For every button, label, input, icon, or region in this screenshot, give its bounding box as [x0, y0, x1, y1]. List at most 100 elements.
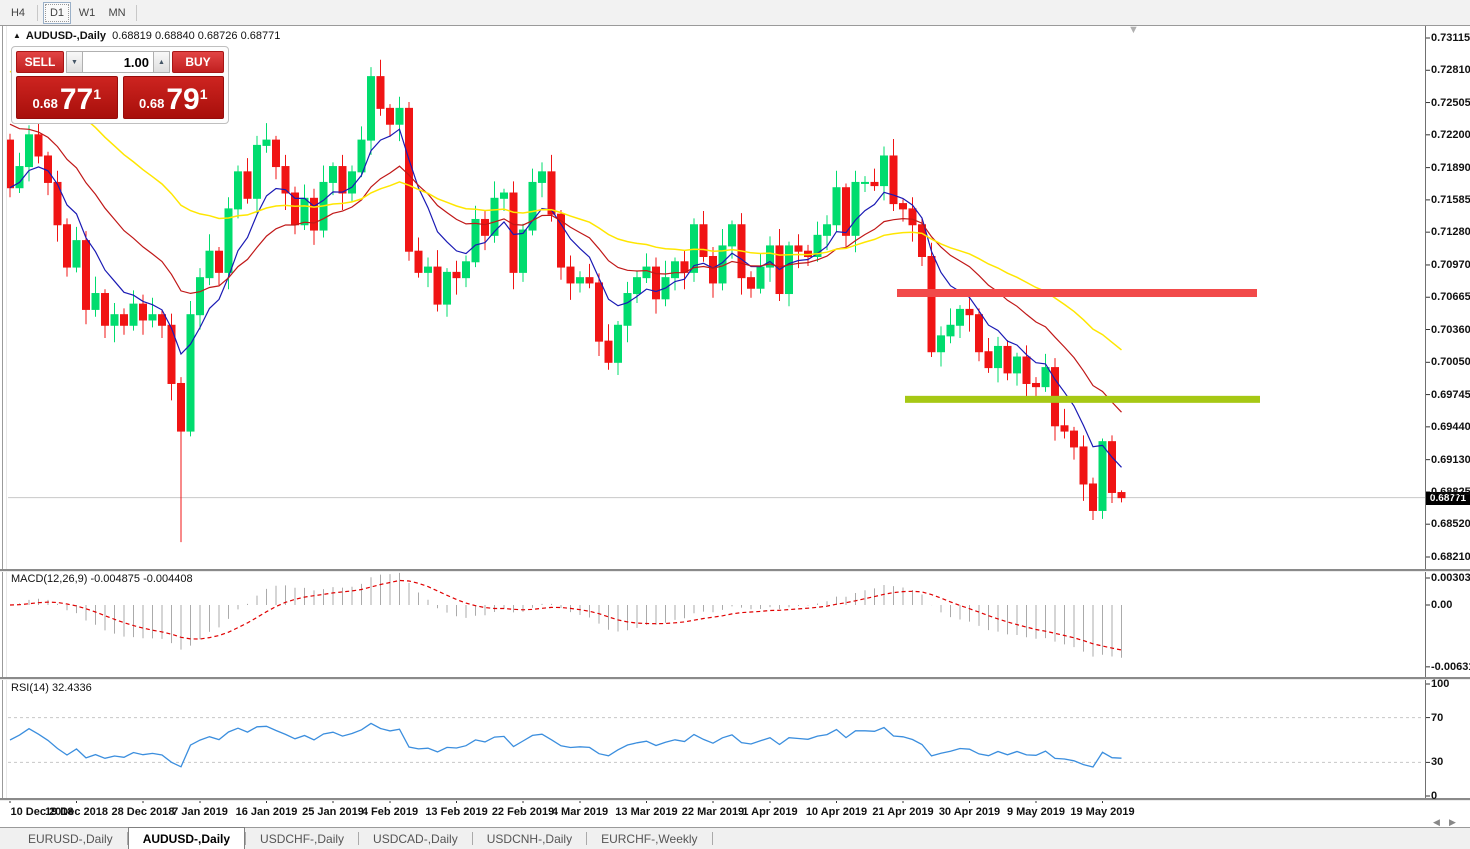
candle-body	[642, 266, 651, 279]
date-axis-splitter	[0, 798, 1470, 801]
candle-body	[386, 107, 394, 125]
window-left-border	[2, 26, 7, 798]
candle-body	[15, 166, 24, 189]
volume-increase-button[interactable]: ▲	[153, 51, 170, 73]
candle-body	[975, 314, 983, 353]
price-axis-label: 0.72810	[1431, 64, 1470, 77]
chart-tab-eurchf[interactable]: EURCHF-,Weekly	[601, 831, 698, 846]
macd-panel-splitter[interactable]	[0, 569, 1470, 572]
candle-body	[224, 208, 233, 273]
scroll-to-end-marker-icon: ▼	[1128, 24, 1139, 36]
chart-tab-usdcad[interactable]: USDCAD-,Daily	[373, 831, 458, 846]
candle-body	[72, 240, 81, 268]
scroll-left-arrow[interactable]: ◀	[1433, 817, 1440, 827]
candle-body	[528, 181, 537, 231]
candle-body	[794, 245, 803, 252]
price-axis-label: 0.68210	[1431, 550, 1470, 563]
candle-body	[272, 139, 280, 168]
price-axis-label: 0.71280	[1431, 226, 1470, 239]
macd-indicator-label: MACD(12,26,9) -0.004875 -0.004408	[11, 573, 193, 585]
candle-body	[880, 155, 888, 187]
candle-body	[614, 324, 622, 363]
candle-body	[956, 308, 964, 326]
candle-body	[595, 282, 603, 342]
macd-axis-label: 0.00	[1431, 599, 1453, 611]
date-axis-label: 30 Apr 2019	[938, 806, 1001, 818]
price-axis-label: 0.70665	[1431, 291, 1470, 304]
candle-body	[367, 76, 375, 141]
date-axis-label: 4 Feb 2019	[361, 806, 419, 818]
price-axis-label: 0.72505	[1431, 96, 1470, 109]
buy-price-box[interactable]: 0.68 79 1	[122, 76, 224, 119]
candle-body	[1098, 441, 1107, 511]
date-axis-label: 7 Jan 2019	[172, 806, 228, 818]
candle-body	[747, 277, 755, 289]
candle-body	[405, 107, 413, 252]
price-axis-label: 0.68825	[1431, 485, 1470, 498]
candle-body	[604, 340, 613, 363]
candle-body	[927, 255, 936, 353]
chart-window	[0, 25, 1470, 828]
price-axis-label: 0.69440	[1431, 420, 1470, 433]
sell-price-pipette: 1	[93, 86, 101, 102]
ohlc-readout: 0.68819 0.68840 0.68726 0.68771	[112, 30, 281, 42]
volume-input[interactable]	[83, 51, 153, 73]
candle-body	[25, 134, 33, 168]
macd-signal-line	[9, 579, 1122, 651]
candle-body	[357, 139, 366, 173]
timeframe-button-h4[interactable]: H4	[10, 6, 26, 19]
date-axis-label: 16 Jan 2019	[235, 806, 298, 818]
toolbar-separator	[136, 4, 137, 21]
candle-body	[509, 192, 518, 273]
candle-body	[338, 166, 347, 194]
candle-body	[766, 245, 774, 268]
candle-body	[538, 171, 546, 183]
timeframe-button-d1[interactable]: D1	[43, 1, 71, 24]
candle-body	[443, 271, 451, 305]
candle-body	[186, 314, 195, 432]
candle-body	[547, 171, 556, 215]
candle-body	[1013, 356, 1021, 374]
price-axis-label: 0.73115	[1431, 32, 1470, 44]
candle-body	[196, 277, 204, 316]
sell-button[interactable]: SELL	[16, 51, 64, 73]
candle-body	[709, 255, 717, 284]
candle-body	[1079, 446, 1088, 485]
resistance-line[interactable]	[897, 289, 1257, 298]
toolbar-separator	[37, 4, 38, 21]
candle-body	[832, 187, 841, 226]
chart-tab-usdchf[interactable]: USDCHF-,Daily	[260, 831, 345, 846]
candle-body	[1108, 441, 1116, 493]
candle-body	[82, 240, 90, 310]
candle-body	[728, 224, 736, 247]
scroll-right-arrow[interactable]: ▶	[1449, 817, 1456, 827]
support-line[interactable]	[905, 395, 1260, 403]
buy-price-big: 79	[166, 83, 200, 116]
date-axis-label: 28 Dec 2018	[111, 806, 175, 818]
candles-layer	[6, 59, 1126, 543]
candle-body	[300, 197, 309, 226]
price-axis-border	[1425, 26, 1426, 798]
candle-body	[889, 155, 898, 205]
timeframe-button-w1[interactable]: W1	[78, 6, 96, 19]
chart-tab-usdcnh[interactable]: USDCNH-,Daily	[486, 831, 573, 846]
timeframe-button-mn[interactable]: MN	[108, 6, 126, 19]
chart-tab-eurusd[interactable]: EURUSD-,Daily	[28, 831, 113, 846]
candle-body	[519, 229, 527, 273]
candle-body	[946, 324, 955, 337]
candle-body	[576, 277, 584, 284]
sell-price-box[interactable]: 0.68 77 1	[16, 76, 118, 119]
candle-body	[623, 293, 632, 326]
candle-body	[1060, 425, 1069, 432]
candle-body	[1003, 345, 1012, 374]
candle-body	[101, 293, 109, 326]
chart-tab-audusd[interactable]: AUDUSD-,Daily	[127, 827, 246, 849]
rsi-panel-splitter[interactable]	[0, 677, 1470, 680]
volume-decrease-button[interactable]: ▼	[66, 51, 83, 73]
collapse-triangle-icon[interactable]: ▲	[13, 31, 21, 40]
rsi-indicator-label: RSI(14) 32.4336	[11, 682, 92, 694]
buy-button[interactable]: BUY	[172, 51, 224, 73]
candle-body	[699, 224, 708, 257]
